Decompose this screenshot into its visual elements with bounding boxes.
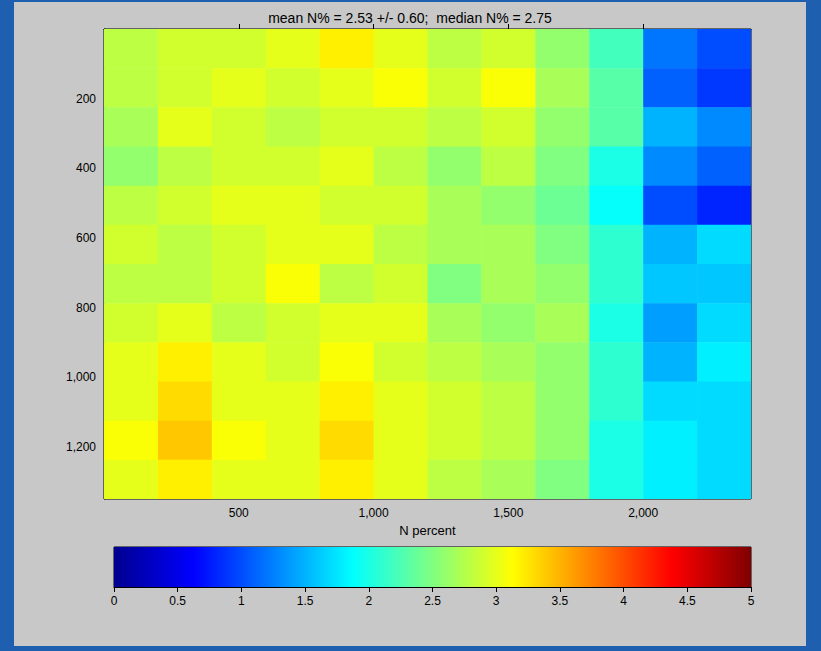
svg-text:4.5: 4.5 — [679, 594, 696, 608]
svg-text:1,500: 1,500 — [493, 506, 523, 520]
svg-text:1,000: 1,000 — [66, 370, 96, 384]
svg-text:3.5: 3.5 — [552, 594, 569, 608]
svg-text:4: 4 — [620, 594, 627, 608]
svg-text:200: 200 — [76, 92, 96, 106]
svg-text:1: 1 — [238, 594, 245, 608]
svg-text:0: 0 — [111, 594, 118, 608]
svg-text:3: 3 — [493, 594, 500, 608]
svg-text:0.5: 0.5 — [169, 594, 186, 608]
svg-text:800: 800 — [76, 301, 96, 315]
svg-text:1,200: 1,200 — [66, 440, 96, 454]
svg-text:N percent: N percent — [399, 523, 456, 538]
svg-text:500: 500 — [229, 506, 249, 520]
svg-text:400: 400 — [76, 161, 96, 175]
svg-text:2: 2 — [365, 594, 372, 608]
svg-text:600: 600 — [76, 231, 96, 245]
svg-text:2.5: 2.5 — [424, 594, 441, 608]
svg-text:1.5: 1.5 — [297, 594, 314, 608]
svg-text:2,000: 2,000 — [628, 506, 658, 520]
svg-text:5: 5 — [748, 594, 755, 608]
svg-text:1,000: 1,000 — [359, 506, 389, 520]
svg-text:mean N% = 2.53 +/- 0.60; medi: mean N% = 2.53 +/- 0.60; median N% = 2.7… — [268, 10, 552, 26]
